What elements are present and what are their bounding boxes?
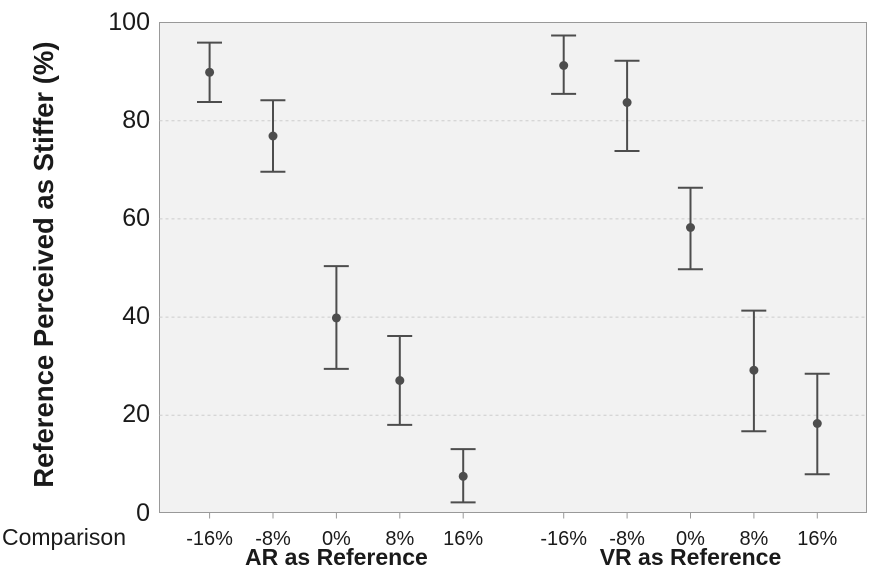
svg-text:0: 0 xyxy=(136,499,150,527)
svg-text:Comparison: Comparison xyxy=(2,524,126,550)
svg-text:16%: 16% xyxy=(443,528,483,550)
svg-text:20: 20 xyxy=(122,400,150,428)
svg-text:-16%: -16% xyxy=(540,528,587,550)
svg-text:100: 100 xyxy=(108,8,150,36)
svg-text:Reference Perceived as Stiffer: Reference Perceived as Stiffer (%) xyxy=(28,41,59,487)
svg-text:16%: 16% xyxy=(797,528,837,550)
svg-text:60: 60 xyxy=(122,204,150,232)
svg-text:AR as Reference: AR as Reference xyxy=(245,544,428,567)
svg-text:40: 40 xyxy=(122,302,150,330)
svg-text:-16%: -16% xyxy=(186,528,233,550)
svg-text:VR as Reference: VR as Reference xyxy=(600,544,782,567)
svg-text:80: 80 xyxy=(122,106,150,134)
